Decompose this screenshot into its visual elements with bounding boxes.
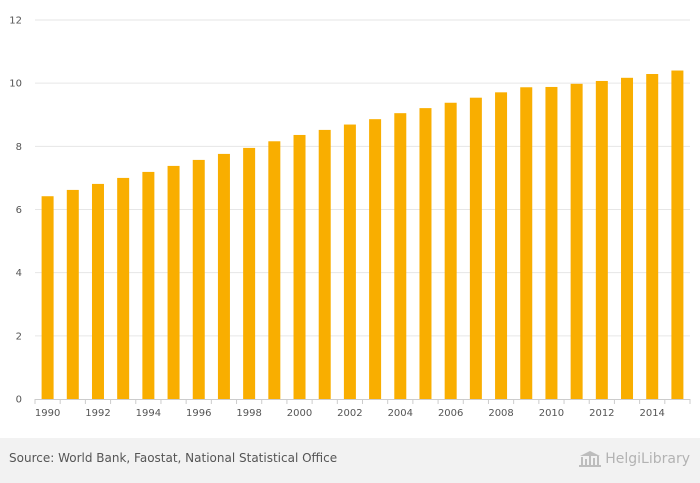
x-tick-label: 2014 [639, 408, 664, 419]
y-tick-label: 0 [16, 395, 22, 406]
x-axis: 1990 1992 1994 1996 1998 2000 2002 2004 2006 2008… [34, 399, 691, 419]
x-tick-label: 1994 [136, 408, 161, 419]
bar-2002[interactable] [343, 124, 356, 399]
x-tick-label: 2010 [539, 408, 564, 419]
bar-1993[interactable] [117, 177, 130, 399]
bar-2014[interactable] [646, 74, 659, 399]
y-axis-ticks: 0 2 4 6 8 10 12 [9, 16, 22, 406]
x-tick-label: 2004 [388, 408, 413, 419]
bar-2000[interactable] [293, 134, 306, 399]
bars [41, 70, 684, 400]
source-note: Source: World Bank, Faostat, National St… [9, 451, 338, 465]
brand-name: HelgiLibrary [605, 451, 690, 467]
bar-2004[interactable] [394, 113, 407, 400]
x-tick-label: 1990 [35, 408, 60, 419]
bar-1991[interactable] [66, 189, 79, 399]
bar-2015[interactable] [671, 70, 684, 399]
bar-1995[interactable] [167, 165, 180, 399]
bar-2010[interactable] [545, 86, 558, 400]
bar-1999[interactable] [268, 141, 281, 399]
bar-1990[interactable] [41, 196, 54, 399]
y-tick-label: 12 [9, 16, 22, 27]
x-tick-label: 1998 [236, 408, 261, 419]
bar-2005[interactable] [419, 108, 432, 400]
bar-2001[interactable] [318, 129, 331, 399]
bar-2009[interactable] [520, 87, 533, 400]
bar-2011[interactable] [570, 83, 583, 400]
bar-2013[interactable] [621, 77, 634, 400]
x-tick-label: 2002 [337, 408, 362, 419]
y-tick-label: 6 [16, 205, 22, 216]
bar-chart: 0 2 4 6 8 10 12 1990 1992 1994 1996 1998 2000 2002 20… [9, 16, 691, 419]
brand-logo[interactable]: HelgiLibrary [578, 448, 690, 470]
y-tick-label: 4 [16, 268, 22, 279]
y-tick-label: 2 [16, 331, 22, 342]
bar-1998[interactable] [243, 147, 256, 399]
bar-1992[interactable] [91, 183, 104, 399]
x-tick-label: 1992 [85, 408, 110, 419]
x-tick-label: 2008 [488, 408, 513, 419]
x-tick-label: 2000 [287, 408, 312, 419]
footer [0, 438, 700, 483]
bar-2012[interactable] [595, 80, 608, 400]
gridlines [35, 19, 690, 337]
library-building-icon [579, 451, 602, 467]
bar-1996[interactable] [192, 159, 205, 399]
y-tick-label: 8 [16, 142, 22, 153]
bar-2008[interactable] [495, 92, 508, 399]
x-tick-label: 1996 [186, 408, 211, 419]
bar-2006[interactable] [444, 102, 457, 399]
bar-1997[interactable] [217, 153, 230, 399]
x-tick-label: 2006 [438, 408, 463, 419]
y-tick-label: 10 [9, 79, 22, 90]
bar-2007[interactable] [469, 97, 482, 399]
x-tick-label: 2012 [589, 408, 614, 419]
bar-2003[interactable] [369, 119, 382, 400]
bar-1994[interactable] [142, 171, 155, 399]
